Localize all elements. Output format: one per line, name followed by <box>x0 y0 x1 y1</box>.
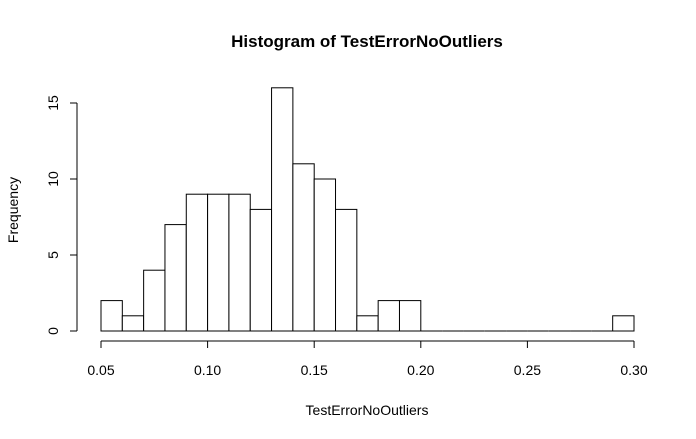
histogram-bar <box>164 224 187 332</box>
x-tick-label: 0.05 <box>87 362 114 378</box>
histogram-bar <box>271 87 294 332</box>
y-tick-label: 15 <box>45 95 61 111</box>
histogram-bar <box>377 300 400 332</box>
histogram-bar <box>228 193 251 332</box>
histogram-bar <box>313 178 337 332</box>
histogram-bar <box>398 300 422 332</box>
histogram-bar <box>100 300 123 332</box>
chart-title: Histogram of TestErrorNoOutliers <box>231 32 503 51</box>
x-tick-label: 0.10 <box>194 362 221 378</box>
x-tick-label: 0.25 <box>514 362 541 378</box>
y-axis-label: Frequency <box>5 177 21 243</box>
x-axis-label: TestErrorNoOutliers <box>306 402 429 418</box>
histogram-bar <box>249 208 273 332</box>
x-tick-label: 0.20 <box>407 362 434 378</box>
histogram-bar <box>612 315 635 332</box>
x-tick-label: 0.30 <box>620 362 647 378</box>
histogram-bar <box>292 163 315 332</box>
y-tick-label: 0 <box>45 327 61 335</box>
y-axis: 0 5 10 15 <box>45 95 78 335</box>
x-tick-label: 0.15 <box>301 362 328 378</box>
histogram-bar <box>356 315 379 332</box>
histogram-bar <box>335 208 358 332</box>
histogram-bar <box>207 193 230 332</box>
histogram-bar <box>121 315 145 332</box>
histogram-bar <box>143 269 166 332</box>
x-axis: 0.05 0.10 0.15 0.20 0.25 0.30 <box>87 340 648 378</box>
histogram-bar <box>185 193 209 332</box>
bars-group <box>100 87 635 332</box>
y-tick-label: 5 <box>45 251 61 259</box>
y-tick-label: 10 <box>45 171 61 187</box>
